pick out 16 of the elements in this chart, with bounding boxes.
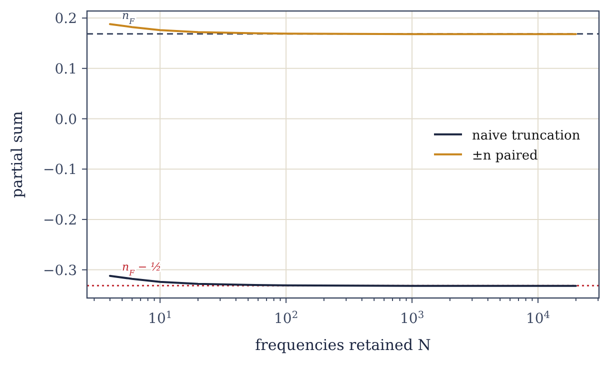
x-tick-label: 10$^{1}$ xyxy=(148,310,172,327)
y-tick-label: 0.2 xyxy=(54,11,77,28)
y-tick-label: −0.3 xyxy=(43,262,77,279)
x-tick-label: 10$^{4}$ xyxy=(526,310,550,327)
y-tick-label: 0.1 xyxy=(54,61,77,78)
legend-label: ±n paired xyxy=(472,148,538,164)
y-tick-label: −0.2 xyxy=(43,212,77,228)
ref-line-label: n$_{F}$ xyxy=(122,8,136,26)
x-tick-label: 10$^{3}$ xyxy=(400,310,424,327)
y-tick-label: −0.1 xyxy=(43,162,77,178)
x-axis-title: frequencies retained N xyxy=(255,336,431,354)
x-tick-label: 10$^{2}$ xyxy=(274,310,298,327)
ref-line-label: n$_{F}$ − ½ xyxy=(122,260,162,278)
y-axis-title: partial sum xyxy=(8,111,26,198)
y-tick-label: 0.0 xyxy=(54,112,77,128)
legend-label: naive truncation xyxy=(472,128,581,144)
